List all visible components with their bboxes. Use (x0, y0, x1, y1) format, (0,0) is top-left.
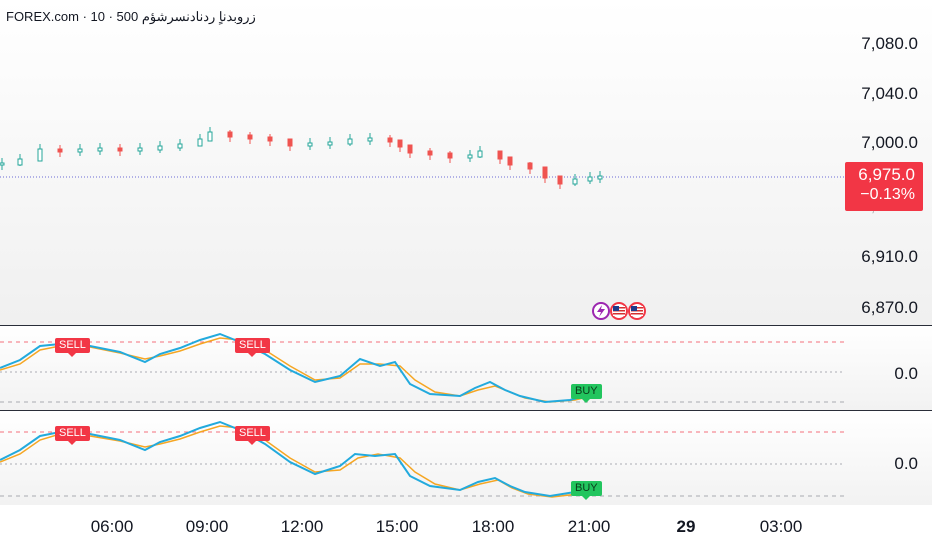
indicator-pane-1[interactable]: 0.0 SELL SELL BUY (0, 326, 932, 410)
candle-body (117, 147, 123, 152)
candle-body (347, 138, 353, 145)
fast-line (0, 420, 601, 498)
price-label: 7,000.0 (861, 133, 918, 152)
candle-body (427, 150, 433, 156)
candle-body (527, 162, 533, 170)
buy-signal-tag: BUY (571, 481, 602, 500)
price-chart-pane[interactable]: FOREX.com · 10 · 500 زروبدناٍ ردنادنسرشؤ… (0, 0, 932, 325)
price-label: 7,080.0 (861, 34, 918, 53)
candle-body (77, 148, 83, 153)
candle-body (467, 154, 473, 159)
lightning-event-icon[interactable] (592, 302, 610, 320)
candle-body (507, 156, 513, 166)
candle-body (207, 131, 213, 142)
zero-label: 0.0 (894, 454, 918, 473)
zero-label: 0.0 (894, 364, 918, 383)
candle-body (247, 134, 253, 140)
fast-line (0, 332, 601, 404)
sell-signal-tag: SELL (55, 426, 90, 445)
oscillator-chart-1[interactable] (0, 326, 932, 410)
symbol-title[interactable]: FOREX.com · 10 · 500 زروبدناٍ ردنادنسرشؤ… (6, 9, 256, 24)
time-label: 18:00 (471, 517, 515, 536)
price-label: 6,870.0 (861, 298, 918, 317)
candlestick-chart[interactable] (0, 0, 932, 325)
candle-body (497, 150, 503, 160)
candle-body (57, 148, 63, 153)
last-price-tag: 6,975.0 −0.13% (845, 162, 923, 211)
candle-body (387, 137, 393, 143)
pane-separator[interactable] (0, 325, 932, 326)
candle-body (477, 150, 483, 158)
sell-signal-tag: SELL (235, 338, 270, 357)
time-label: 12:00 (280, 517, 324, 536)
candle-body (227, 131, 233, 138)
candle-body (177, 143, 183, 149)
candle-body (37, 148, 43, 162)
time-label: 03:00 (759, 517, 803, 536)
last-price-value: 6,975.0 (858, 165, 915, 184)
price-label: 6,910.0 (861, 247, 918, 266)
time-label: 06:00 (90, 517, 134, 536)
candle-body (572, 178, 578, 185)
candle-body (307, 142, 313, 147)
pane-separator[interactable] (0, 410, 932, 411)
candle-body (327, 141, 333, 146)
indicator-pane-2[interactable]: 0.0 SELL SELL BUY (0, 412, 932, 505)
time-label: 21:00 (567, 517, 611, 536)
candle-body (197, 138, 203, 147)
time-axis[interactable] (0, 505, 932, 550)
last-price-change: −0.13% (860, 186, 915, 203)
us-flag-event-icon[interactable] (610, 302, 628, 320)
candle-body (287, 138, 293, 147)
candle-body (407, 144, 413, 154)
candle-body (137, 147, 143, 152)
date-label: 29 (676, 517, 696, 536)
candle-body (397, 139, 403, 148)
candle-body (367, 137, 373, 142)
candle-body (157, 145, 163, 151)
us-flag-event-icon[interactable] (628, 302, 646, 320)
candle-body (0, 162, 5, 166)
price-label: 7,040.0 (861, 84, 918, 103)
oscillator-chart-2[interactable] (0, 412, 932, 505)
candle-body (587, 176, 593, 182)
candle-body (447, 152, 453, 159)
sell-signal-tag: SELL (235, 426, 270, 445)
candle-body (542, 166, 548, 179)
economic-events[interactable] (589, 302, 649, 324)
candle-body (557, 175, 563, 185)
time-label: 09:00 (185, 517, 229, 536)
candle-body (17, 158, 23, 166)
candle-body (597, 175, 603, 180)
buy-signal-tag: BUY (571, 384, 602, 403)
candle-body (267, 136, 273, 142)
candle-body (97, 147, 103, 152)
sell-signal-tag: SELL (55, 338, 90, 357)
time-label: 15:00 (375, 517, 419, 536)
